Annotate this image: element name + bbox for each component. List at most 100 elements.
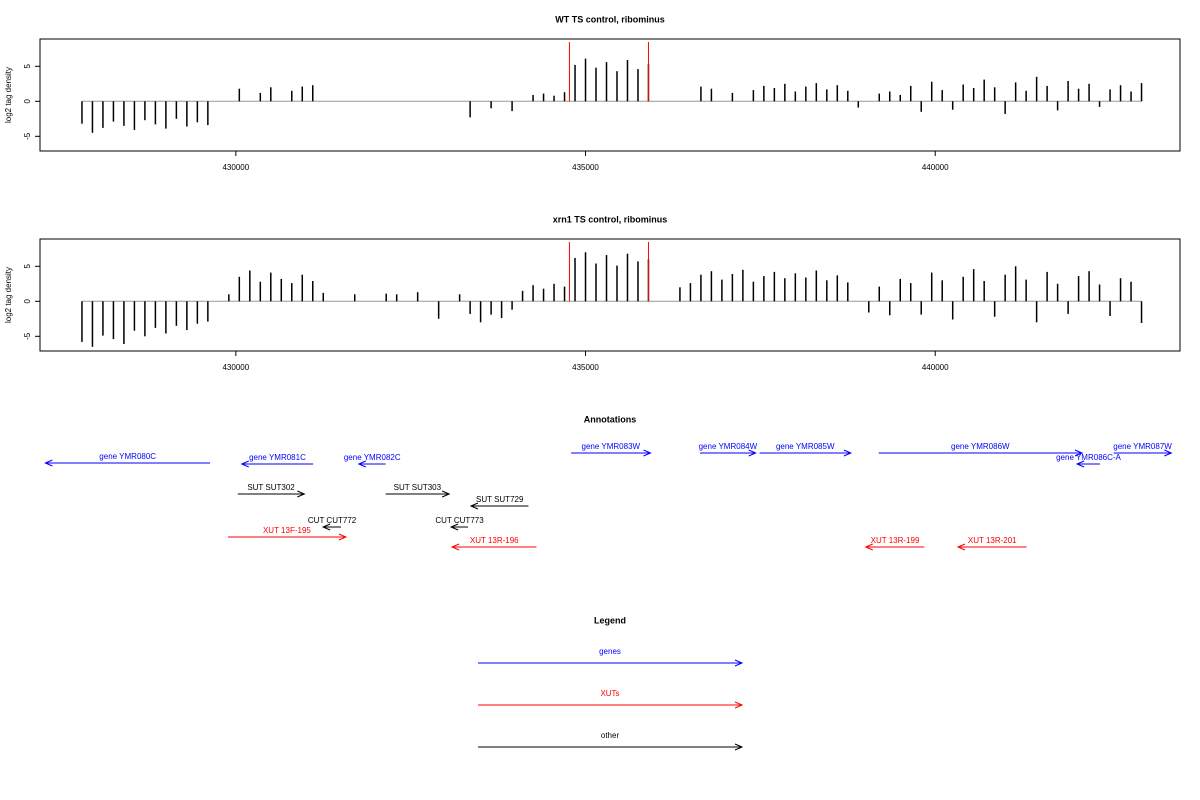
density-bar <box>626 253 629 302</box>
density-bar <box>238 276 241 302</box>
density-bar <box>1035 301 1038 323</box>
density-bar <box>700 274 702 302</box>
y-tick-label: 5 <box>23 64 32 69</box>
density-bar <box>826 280 828 302</box>
density-bar <box>595 263 597 302</box>
density-bar <box>301 86 304 102</box>
density-bar <box>385 293 387 302</box>
density-bar <box>574 257 576 302</box>
density-bar <box>207 101 209 126</box>
feature-arrow-head <box>338 533 348 541</box>
density-bar <box>469 301 471 314</box>
density-bar <box>909 283 912 302</box>
feature-label: SUT SUT302 <box>247 483 295 492</box>
density-bar <box>941 280 943 302</box>
density-bar <box>805 86 807 102</box>
density-bar <box>1140 83 1143 102</box>
density-bar <box>993 87 996 102</box>
feature-label: XUT 13R-199 <box>871 536 920 545</box>
density-bar <box>857 101 860 108</box>
density-bar <box>700 86 702 102</box>
x-tick-label: 440000 <box>922 163 949 172</box>
density-bar <box>584 252 587 302</box>
density-bar <box>532 95 534 102</box>
density-bar <box>1098 101 1101 107</box>
density-bar <box>301 274 304 302</box>
density-bar <box>259 92 262 102</box>
density-bar <box>763 276 765 302</box>
density-bar <box>175 301 178 326</box>
density-bar <box>165 101 167 129</box>
density-bar <box>291 283 293 302</box>
legend-arrow-head <box>734 743 744 751</box>
density-bar <box>542 288 545 302</box>
density-bar <box>249 270 251 302</box>
density-bar <box>186 101 188 127</box>
annotations-title: Annotations <box>584 414 637 424</box>
density-bar <box>542 93 545 102</box>
density-bar <box>972 269 975 302</box>
density-bar <box>773 88 776 102</box>
density-bar <box>154 101 157 125</box>
density-bar <box>983 79 985 102</box>
density-bar <box>847 90 849 102</box>
x-tick-label: 430000 <box>222 163 249 172</box>
feature-label: XUT 13R-196 <box>470 536 519 545</box>
density-bar <box>889 301 891 316</box>
feature-label: XUT 13F-195 <box>263 526 311 535</box>
density-bar <box>836 85 839 102</box>
density-bar <box>238 88 241 102</box>
density-bar <box>270 272 272 302</box>
y-axis-label: log2 tag density <box>4 67 13 123</box>
density-bar <box>521 290 524 302</box>
density-bar <box>154 301 157 328</box>
density-bar <box>1098 284 1101 302</box>
density-bar <box>280 278 283 302</box>
density-bar <box>805 277 807 302</box>
density-bar <box>144 101 146 121</box>
feature-label: SUT SUT729 <box>476 495 524 504</box>
density-bar <box>878 286 881 302</box>
density-bar <box>186 301 188 330</box>
density-bar <box>826 89 828 102</box>
feature-arrow-head <box>240 460 249 468</box>
density-bar <box>1109 89 1111 102</box>
feature-arrow-head <box>1164 449 1173 457</box>
density-bar <box>1067 301 1069 314</box>
feature-label: gene YMR080C <box>99 452 156 461</box>
feature-arrow-head <box>956 543 966 551</box>
feature-arrow-head <box>450 543 460 551</box>
plot-frame <box>39 38 1181 152</box>
density-bar <box>710 271 713 302</box>
feature-label: gene YMR084W <box>699 442 758 451</box>
density-bar <box>553 95 555 102</box>
feature-arrow-head <box>321 523 331 531</box>
density-bar <box>91 101 94 133</box>
density-bar <box>207 301 209 322</box>
density-bar <box>532 285 534 302</box>
density-bar <box>553 283 555 302</box>
density-bar <box>637 261 639 302</box>
feature-arrow-head <box>864 543 873 551</box>
x-tick-label: 440000 <box>922 363 949 372</box>
feature-label: gene YMR086C-A <box>1056 453 1121 462</box>
density-bar <box>679 287 681 302</box>
density-bar <box>353 294 356 302</box>
density-bar <box>133 101 136 130</box>
density-bar <box>563 92 566 102</box>
density-bar <box>291 90 293 102</box>
y-tick-label: -5 <box>23 132 32 140</box>
density-bar <box>1004 274 1006 302</box>
density-bar <box>102 101 104 128</box>
density-bar <box>1004 101 1006 114</box>
density-bar <box>605 62 608 102</box>
density-bar <box>563 286 566 302</box>
y-axis-label: log2 tag density <box>4 267 13 323</box>
density-bar <box>1046 85 1048 102</box>
density-bar <box>458 294 461 302</box>
legend-arrow-head <box>734 659 744 667</box>
density-bar <box>794 273 797 302</box>
feature-label: gene YMR086W <box>951 442 1010 451</box>
density-bar <box>81 301 83 342</box>
density-bar <box>1109 301 1111 316</box>
